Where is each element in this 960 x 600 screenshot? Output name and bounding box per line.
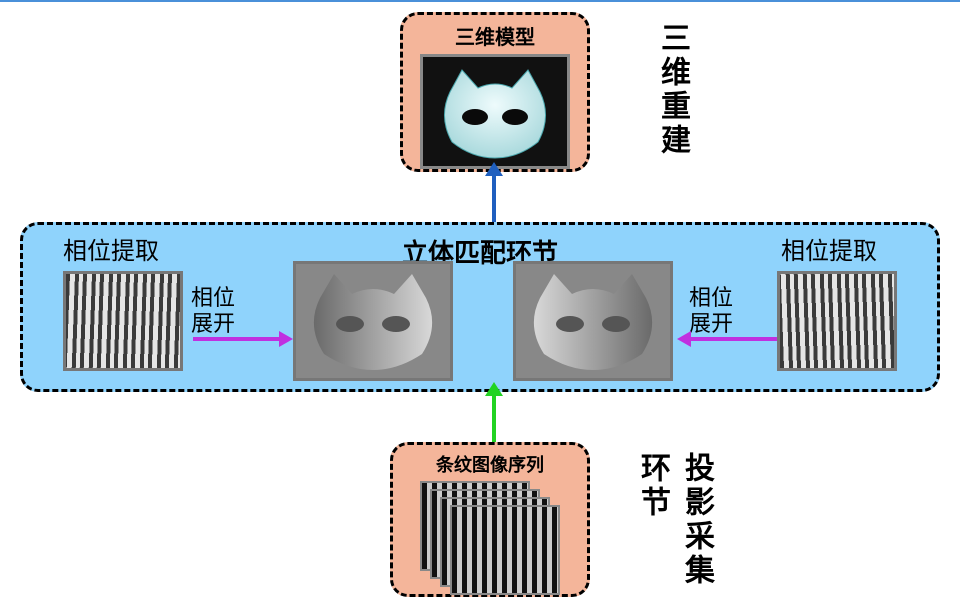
arrow-unwrap-right xyxy=(689,337,777,341)
label-projection-stage: 投影采集环节 xyxy=(630,452,718,600)
label-phase-unwrap-left: 相位展开 xyxy=(191,285,235,338)
label-3d-model: 三维模型 xyxy=(409,21,581,50)
cat-mask-gray-right-icon xyxy=(518,266,668,376)
fringe-card xyxy=(450,505,560,595)
image-stack-fringe xyxy=(420,481,560,591)
label-phase-extract-right: 相位提取 xyxy=(781,231,877,266)
cat-mask-gray-left-icon xyxy=(298,266,448,376)
image-unwrapped-phase-right xyxy=(513,261,673,381)
box-3d-model: 三维模型 xyxy=(400,12,590,172)
label-phase-extract-left: 相位提取 xyxy=(63,231,159,266)
cat-mask-3d-icon xyxy=(430,62,560,162)
box-stereo-matching: 立体匹配环节 相位提取 相位提取 xyxy=(20,222,940,392)
label-fringe-sequence: 条纹图像序列 xyxy=(399,451,581,477)
arrow-unwrap-left xyxy=(193,337,281,341)
image-3d-mask xyxy=(420,54,570,169)
label-3d-reconstruction: 三维重建 xyxy=(650,22,694,158)
image-wrapped-phase-left xyxy=(63,271,183,371)
arrow-green-up xyxy=(492,394,496,442)
image-wrapped-phase-right xyxy=(777,271,897,371)
box-fringe-sequence: 条纹图像序列 xyxy=(390,442,590,597)
arrow-blue-up xyxy=(492,174,496,222)
image-unwrapped-phase-left xyxy=(293,261,453,381)
label-phase-unwrap-right: 相位展开 xyxy=(689,285,733,338)
